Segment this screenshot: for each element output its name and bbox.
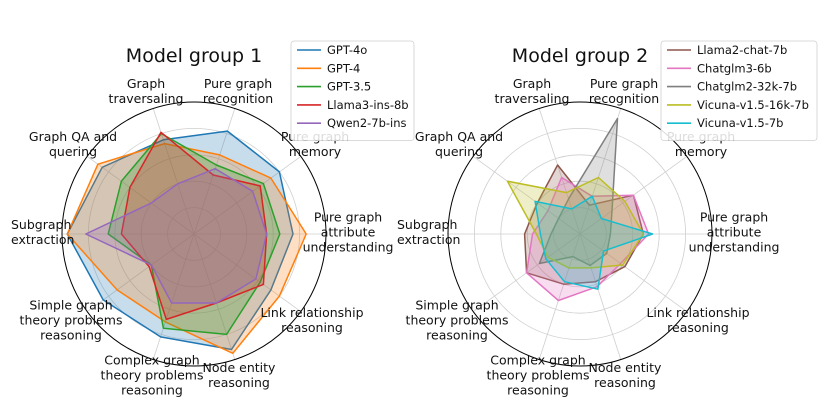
axis-label: Link relationship reasoning	[260, 305, 363, 335]
legend-entry: Vicuna-v1.5-7b	[697, 116, 783, 130]
grid-spoke	[538, 233, 581, 360]
grid-spoke	[152, 233, 195, 360]
grid-spoke	[86, 156, 195, 235]
axis-label: Pure graph attribute understanding	[689, 210, 780, 255]
grid-spoke	[579, 233, 622, 360]
radar-panel-2: Pure graphrecognitionPure graphmemoryPur…	[397, 40, 818, 398]
axis-label: Graph traversaling	[495, 76, 570, 106]
legend-entry: Qwen2-7b-ins	[327, 116, 407, 130]
grid-spoke	[579, 233, 688, 312]
series-area-chatglm2-32k-7b	[538, 117, 619, 267]
legend-entry: Vicuna-v1.5-16k-7b	[697, 98, 809, 112]
axis-label: Simple graph theory problems reasoning	[20, 298, 123, 343]
legend-entry: Chatglm2-32k-7b	[697, 80, 797, 94]
radar-panel-1: Pure graphrecognitionPure graphmemoryPur…	[11, 40, 415, 398]
grid-spoke	[86, 233, 195, 312]
axis-label: Graph QA and quering	[415, 129, 503, 159]
series-area-vicuna-v1-5-7b	[534, 195, 654, 290]
axis-label: Node entity reasoning	[203, 360, 276, 390]
legend-entry: GPT-3.5	[327, 80, 371, 94]
axis-label: Pure graph recognition	[589, 76, 659, 106]
grid-spoke	[152, 108, 195, 235]
grid-spoke	[538, 108, 581, 235]
legend-entry: Chatglm3-6b	[697, 61, 772, 75]
axis-label: Complex graph theory problems reasoning	[101, 353, 204, 398]
grid-spoke	[193, 233, 236, 360]
series-area-chatglm3-6b	[525, 176, 650, 302]
axis-label: Pure graph recognition	[203, 76, 273, 106]
grid-spoke	[193, 156, 302, 235]
chart-title: Model group 1	[126, 45, 262, 67]
series-area-qwen2-7b-ins	[85, 167, 268, 304]
chart-title: Model group 2	[512, 45, 648, 67]
series-area-gpt-4	[66, 142, 307, 355]
series-area-llama3-ins-8b	[120, 131, 268, 321]
legend-entry: Llama3-ins-8b	[327, 98, 409, 112]
legend: Llama2-chat-7b Chatglm3-6b Chatglm2-32k-7b…	[660, 40, 818, 141]
axis-label: Subgraph extraction	[397, 217, 460, 247]
axis-label: Pure graph attribute understanding	[303, 210, 394, 255]
grid-spoke	[579, 108, 622, 235]
series-area-gpt-3-5	[107, 132, 281, 336]
legend-entry: Llama2-chat-7b	[697, 43, 787, 57]
axis-label: Node entity reasoning	[589, 360, 662, 390]
legend-frame	[660, 40, 818, 141]
legend-frame	[290, 40, 415, 141]
outer-frame	[61, 101, 327, 367]
legend: GPT-4o GPT-4 GPT-3.5 Llama3-ins-8b Qwen2-7b-…	[290, 40, 415, 141]
grid-spoke	[193, 108, 236, 235]
axis-label: Complex graph theory problems reasoning	[487, 353, 590, 398]
legend-entry: GPT-4	[327, 61, 360, 75]
axis-label: Simple graph theory problems reasoning	[406, 298, 509, 343]
axis-label: Subgraph extraction	[11, 217, 74, 247]
axis-label: Link relationship reasoning	[646, 305, 749, 335]
grid-spoke	[472, 156, 581, 235]
axis-label: Graph traversaling	[109, 76, 184, 106]
legend-entry: GPT-4o	[327, 43, 367, 57]
grid-spoke	[193, 233, 302, 312]
series-area-vicuna-v1-5-16k-7b	[506, 176, 645, 269]
axis-label: Graph QA and quering	[29, 129, 117, 159]
outer-frame	[447, 101, 713, 367]
